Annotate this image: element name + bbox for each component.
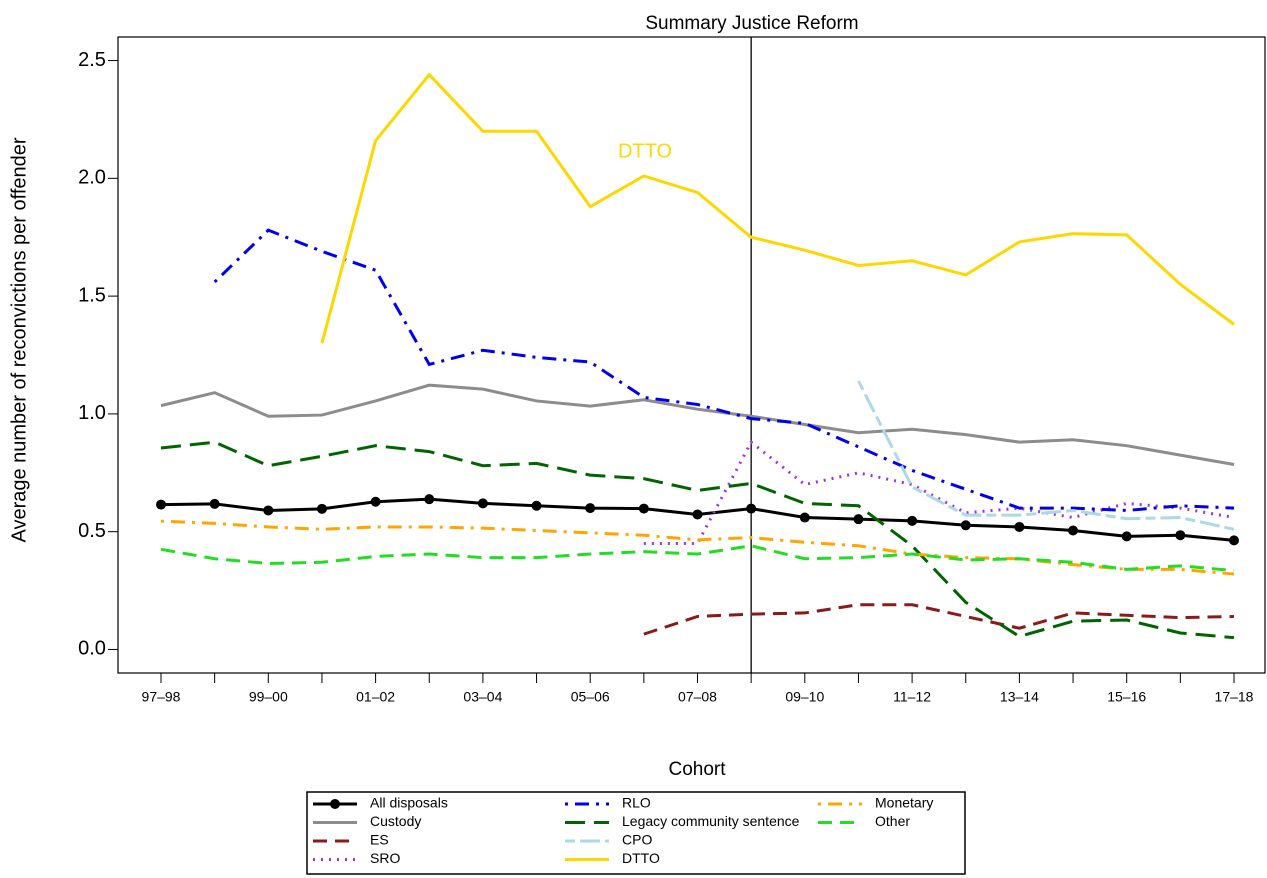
reform-label: Summary Justice Reform bbox=[645, 13, 858, 34]
y-tick-label: 1.0 bbox=[78, 402, 106, 424]
legend-label: All disposals bbox=[370, 795, 448, 811]
series-point bbox=[853, 514, 864, 525]
dtto-label: DTTO bbox=[618, 140, 672, 162]
y-tick-label: 0.5 bbox=[78, 520, 106, 542]
y-tick-label: 2.0 bbox=[78, 167, 106, 189]
series-point bbox=[209, 498, 220, 509]
series-point bbox=[424, 494, 435, 505]
series-point bbox=[477, 498, 488, 509]
x-tick-label: 11–12 bbox=[893, 689, 931, 705]
y-tick-label: 2.5 bbox=[78, 49, 106, 71]
plot-frame bbox=[117, 36, 1266, 674]
series-point bbox=[1121, 531, 1132, 542]
legend-label: Monetary bbox=[875, 795, 933, 811]
y-tick-label: 0.0 bbox=[78, 638, 106, 660]
x-tick-label: 15–16 bbox=[1107, 689, 1146, 705]
series-line bbox=[160, 519, 1235, 576]
series-point bbox=[692, 509, 703, 520]
x-tick-label: 03–04 bbox=[463, 689, 502, 705]
legend-label: CPO bbox=[622, 832, 652, 848]
legend-label: RLO bbox=[622, 795, 651, 811]
series-point bbox=[1068, 525, 1079, 536]
series-point bbox=[907, 515, 918, 526]
series-point bbox=[1175, 530, 1186, 541]
series-point bbox=[799, 512, 810, 523]
series-point bbox=[585, 503, 596, 514]
x-tick-label: 13–14 bbox=[1000, 689, 1039, 705]
legend-marker bbox=[330, 799, 340, 809]
legend-label: Legacy community sentence bbox=[622, 813, 800, 829]
series-line bbox=[213, 228, 1235, 512]
x-tick-label: 99–00 bbox=[249, 689, 288, 705]
series-point bbox=[1014, 521, 1025, 532]
series-point bbox=[263, 505, 274, 516]
x-tick-label: 01–02 bbox=[356, 689, 395, 705]
series-point bbox=[1229, 535, 1239, 546]
series-point bbox=[746, 503, 757, 514]
x-axis-title: Cohort bbox=[668, 759, 726, 780]
series-line bbox=[643, 603, 1235, 636]
series-line bbox=[160, 440, 1235, 640]
y-tick-label: 1.5 bbox=[78, 284, 106, 306]
series-point bbox=[531, 500, 542, 511]
series-line bbox=[643, 439, 1235, 545]
legend-label: Custody bbox=[370, 813, 421, 829]
series-line bbox=[857, 380, 1235, 531]
series-point bbox=[370, 496, 381, 507]
series-line bbox=[320, 72, 1235, 344]
legend-box bbox=[306, 791, 966, 875]
x-tick-label: 09–10 bbox=[785, 689, 824, 705]
series-point bbox=[960, 520, 971, 531]
series-point bbox=[156, 499, 166, 510]
y-axis-title: Average number of reconvictions per offe… bbox=[8, 137, 30, 542]
legend-label: SRO bbox=[370, 850, 400, 866]
series-point bbox=[638, 503, 649, 514]
x-tick-label: 17–18 bbox=[1215, 689, 1254, 705]
series-line bbox=[160, 544, 1235, 573]
legend-label: ES bbox=[370, 832, 389, 848]
x-tick-label: 07–08 bbox=[678, 689, 717, 705]
legend-label: DTTO bbox=[622, 850, 660, 866]
x-tick-label: 05–06 bbox=[571, 689, 610, 705]
series-point bbox=[316, 503, 327, 514]
legend-label: Other bbox=[875, 813, 910, 829]
x-tick-label: 97–98 bbox=[142, 689, 181, 705]
series-line bbox=[160, 383, 1235, 467]
